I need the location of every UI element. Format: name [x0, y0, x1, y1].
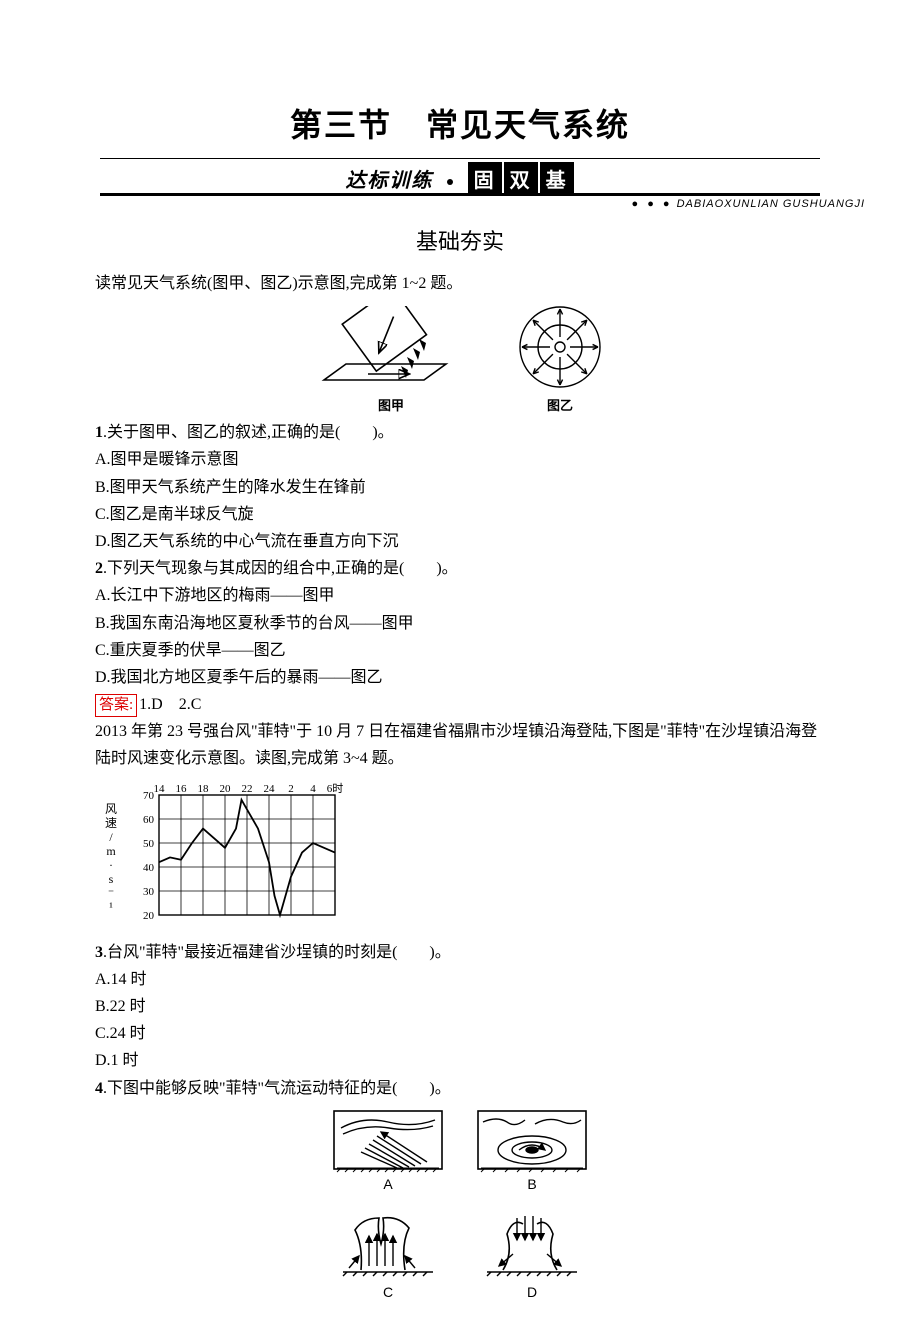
q3-opt-b: B.22 时 — [95, 993, 825, 1020]
svg-text:30: 30 — [143, 886, 155, 898]
banner-pinyin: ● ● ●DABIAOXUNLIAN GUSHUANGJI — [95, 198, 865, 210]
q4-opt-b-label: B — [477, 1176, 587, 1192]
q4-opt-d-fig — [477, 1210, 587, 1282]
q4-opt-a-label: A — [333, 1176, 443, 1192]
fig-yi — [516, 303, 604, 391]
svg-text:20: 20 — [143, 910, 155, 922]
q2-opt-c: C.重庆夏季的伏旱——图乙 — [95, 637, 825, 664]
q3-stem: 3.台风"菲特"最接近福建省沙埕镇的时刻是( )。 — [95, 939, 825, 966]
svg-text:速: 速 — [105, 816, 117, 830]
q4-opt-b-fig — [477, 1110, 587, 1174]
svg-text:18: 18 — [198, 783, 210, 795]
training-banner: 达标训练 固双基 — [240, 156, 680, 196]
q2-opt-d: D.我国北方地区夏季午后的暴雨——图乙 — [95, 664, 825, 691]
svg-text:/: / — [109, 830, 113, 844]
svg-text:¹: ¹ — [109, 900, 113, 914]
q1-opt-b: B.图甲天气系统产生的降水发生在锋前 — [95, 474, 825, 501]
svg-text:22: 22 — [242, 783, 253, 795]
svg-text:·: · — [109, 858, 113, 872]
page-title: 第三节 常见天气系统 — [95, 100, 825, 146]
q4-opt-a-fig — [333, 1110, 443, 1174]
q4-opt-c-label: C — [333, 1284, 443, 1300]
q2-stem: 2.下列天气现象与其成因的组合中,正确的是( )。 — [95, 555, 825, 582]
wind-speed-chart: 203040506070141618202224246时风速/m·s⁻¹ — [95, 781, 825, 931]
q4-opt-d-label: D — [477, 1284, 587, 1300]
q4-stem: 4.下图中能够反映"菲特"气流运动特征的是( )。 — [95, 1075, 825, 1102]
svg-text:16: 16 — [176, 783, 188, 795]
q2-opt-b: B.我国东南沿海地区夏秋季节的台风——图甲 — [95, 610, 825, 637]
svg-text:50: 50 — [143, 838, 155, 850]
svg-text:60: 60 — [143, 814, 155, 826]
q1-opt-c: C.图乙是南半球反气旋 — [95, 501, 825, 528]
svg-text:40: 40 — [143, 862, 155, 874]
svg-text:风: 风 — [105, 802, 117, 816]
q1-stem: 1.关于图甲、图乙的叙述,正确的是( )。 — [95, 419, 825, 446]
q2-opt-a: A.长江中下游地区的梅雨——图甲 — [95, 582, 825, 609]
fig-jia — [316, 306, 466, 391]
fig-yi-caption: 图乙 — [516, 395, 604, 414]
svg-text:⁻: ⁻ — [108, 886, 114, 900]
banner-tile-2: 双 — [504, 162, 538, 195]
q4-figure-options: A — [95, 1110, 825, 1300]
banner-tile-3: 基 — [540, 162, 574, 195]
section-heading: 基础夯实 — [95, 224, 825, 256]
fig-jia-caption: 图甲 — [316, 395, 466, 414]
q3-opt-d: D.1 时 — [95, 1047, 825, 1074]
banner-dot — [447, 179, 453, 185]
answer-label: 答案: — [95, 694, 137, 717]
svg-text:s: s — [109, 872, 114, 886]
svg-text:6时: 6时 — [327, 782, 344, 795]
banner-tile-1: 固 — [468, 162, 502, 195]
answer-1-2: 答案:1.D 2.C — [95, 691, 825, 718]
intro-1: 读常见天气系统(图甲、图乙)示意图,完成第 1~2 题。 — [95, 270, 825, 297]
svg-text:m: m — [106, 844, 116, 858]
q1-opt-a: A.图甲是暖锋示意图 — [95, 446, 825, 473]
intro-2: 2013 年第 23 号强台风"菲特"于 10 月 7 日在福建省福鼎市沙埕镇沿… — [95, 718, 825, 772]
svg-text:14: 14 — [154, 783, 166, 795]
q3-opt-c: C.24 时 — [95, 1020, 825, 1047]
svg-text:2: 2 — [288, 783, 294, 795]
svg-text:20: 20 — [220, 783, 232, 795]
q1-opt-d: D.图乙天气系统的中心气流在垂直方向下沉 — [95, 528, 825, 555]
figure-1: 图甲 图乙 — [95, 303, 825, 415]
banner-left: 达标训练 — [345, 170, 433, 192]
q4-opt-c-fig — [333, 1210, 443, 1282]
q3-opt-a: A.14 时 — [95, 966, 825, 993]
svg-text:24: 24 — [264, 783, 276, 795]
svg-text:4: 4 — [310, 783, 316, 795]
